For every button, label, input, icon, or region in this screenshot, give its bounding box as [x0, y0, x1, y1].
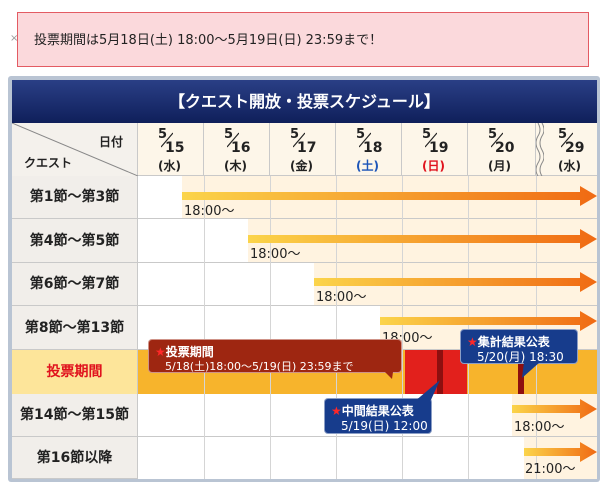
result-callout-title-text: 集計結果公表	[477, 335, 550, 349]
diagonal-line-icon	[12, 123, 138, 176]
start-time-2: 18:00～	[250, 247, 301, 262]
header-date-label: 日付	[98, 135, 123, 149]
date-day: 29	[565, 140, 585, 156]
date-weekday: (土)	[356, 159, 379, 173]
date-weekday: (木)	[224, 159, 247, 173]
star-icon: ★	[467, 335, 478, 349]
date-day: 19	[429, 140, 449, 156]
start-time-3: 18:00～	[316, 290, 367, 305]
date-col-0516: 5 16 (木)	[204, 123, 270, 176]
date-weekday: (金)	[290, 159, 313, 173]
row-cells-3	[138, 263, 597, 306]
date-col-0520: 5 20 (月)	[468, 123, 536, 176]
date-header-row: 日付 クエスト 5 15 (水) 5 16 (木) 5 17 (金) 5 18 …	[12, 123, 597, 176]
start-time-6: 18:00～	[514, 420, 565, 435]
date-col-0518: 5 18 (土)	[336, 123, 402, 176]
date-weekday: (月)	[488, 159, 511, 173]
star-icon: ★	[331, 404, 342, 418]
slash-icon	[561, 132, 573, 148]
grid-line	[204, 176, 205, 479]
grid-line	[468, 176, 469, 479]
date-weekday: (日)	[422, 159, 445, 173]
start-time-7: 21:00～	[525, 462, 576, 477]
star-icon: ★	[155, 345, 166, 359]
open-arrow-2	[248, 229, 597, 249]
row-label-1: 第1節～第3節	[12, 176, 138, 219]
notice-text: 投票期間は5月18日(土) 18:00～5月19日(日) 23:59まで！	[34, 33, 383, 48]
row-cells-1	[138, 176, 597, 219]
row-label-4: 第8節～第13節	[12, 306, 138, 350]
row-cells-2	[138, 219, 597, 263]
midterm-marker	[437, 350, 443, 394]
date-month: 5	[224, 127, 234, 142]
callout-pointer-icon	[378, 365, 394, 379]
start-time-1: 18:00～	[184, 204, 235, 219]
grid-line	[270, 176, 271, 479]
row-cells-6	[138, 394, 597, 437]
row-label-7: 第16節以降	[12, 437, 138, 479]
callout-pointer-icon	[414, 380, 440, 402]
slash-icon	[425, 132, 437, 148]
header-quest-label: クエスト	[24, 156, 73, 170]
grid-line	[336, 176, 337, 479]
vote-callout-title-text: 投票期間	[165, 345, 214, 359]
date-day: 18	[363, 140, 383, 156]
date-month: 5	[422, 127, 432, 142]
notice-banner: 投票期間は5月18日(土) 18:00～5月19日(日) 23:59まで！	[17, 12, 589, 67]
slash-icon	[359, 132, 371, 148]
mid-callout-title-text: 中間結果公表	[341, 404, 414, 418]
date-month: 5	[558, 127, 568, 142]
mid-callout-title: ★中間結果公表	[331, 402, 414, 419]
vote-period-callout: ★投票期間 5/18(土)18:00～5/19(日) 23:59まで	[148, 339, 402, 373]
date-weekday: (水)	[558, 159, 581, 173]
slash-icon	[293, 132, 305, 148]
final-result-callout: ★集計結果公表 5/20(月) 18:30	[460, 329, 578, 364]
result-callout-title: ★集計結果公表	[467, 333, 550, 350]
schedule-title: 【クエスト開放・投票スケジュール】	[12, 80, 597, 123]
date-month: 5	[158, 127, 168, 142]
header-corner: 日付 クエスト	[12, 123, 138, 176]
date-col-0529: 5 29 (水)	[544, 123, 597, 176]
date-month: 5	[290, 127, 300, 142]
result-marker	[518, 350, 524, 394]
open-arrow-1	[182, 186, 597, 206]
schedule-panel: 【クエスト開放・投票スケジュール】 日付 クエスト 5 15 (水) 5 16 …	[12, 80, 597, 479]
open-arrow-6	[512, 399, 597, 419]
slash-icon	[491, 132, 503, 148]
open-arrow-3	[314, 272, 597, 292]
midterm-result-callout: ★中間結果公表 5/19(日) 12:00	[324, 398, 432, 434]
date-break-icon	[536, 123, 544, 176]
date-day: 20	[495, 140, 515, 156]
row-label-2: 第4節～第5節	[12, 219, 138, 263]
slash-icon	[227, 132, 239, 148]
date-month: 5	[488, 127, 498, 142]
slash-icon	[161, 132, 173, 148]
row-label-6: 第14節～第15節	[12, 394, 138, 437]
row-label-3: 第6節～第7節	[12, 263, 138, 306]
date-day: 17	[297, 140, 317, 156]
date-month: 5	[356, 127, 366, 142]
grid-line	[402, 176, 403, 479]
open-arrow-4	[380, 311, 597, 331]
vote-callout-detail: 5/18(土)18:00～5/19(日) 23:59まで	[165, 360, 354, 373]
result-callout-detail: 5/20(月) 18:30	[477, 350, 564, 364]
date-col-0519: 5 19 (日)	[402, 123, 468, 176]
vote-callout-title: ★投票期間	[155, 343, 214, 360]
open-arrow-7	[524, 442, 597, 462]
grid-line	[536, 176, 537, 479]
vote-period-label: 投票期間	[12, 350, 138, 394]
mid-callout-detail: 5/19(日) 12:00	[341, 419, 428, 433]
callout-pointer-icon	[522, 362, 540, 378]
bullet-icon: ×	[10, 33, 19, 44]
date-day: 16	[231, 140, 251, 156]
date-col-0515: 5 15 (水)	[138, 123, 204, 176]
date-day: 15	[165, 140, 185, 156]
date-col-0517: 5 17 (金)	[270, 123, 336, 176]
date-weekday: (水)	[158, 159, 181, 173]
